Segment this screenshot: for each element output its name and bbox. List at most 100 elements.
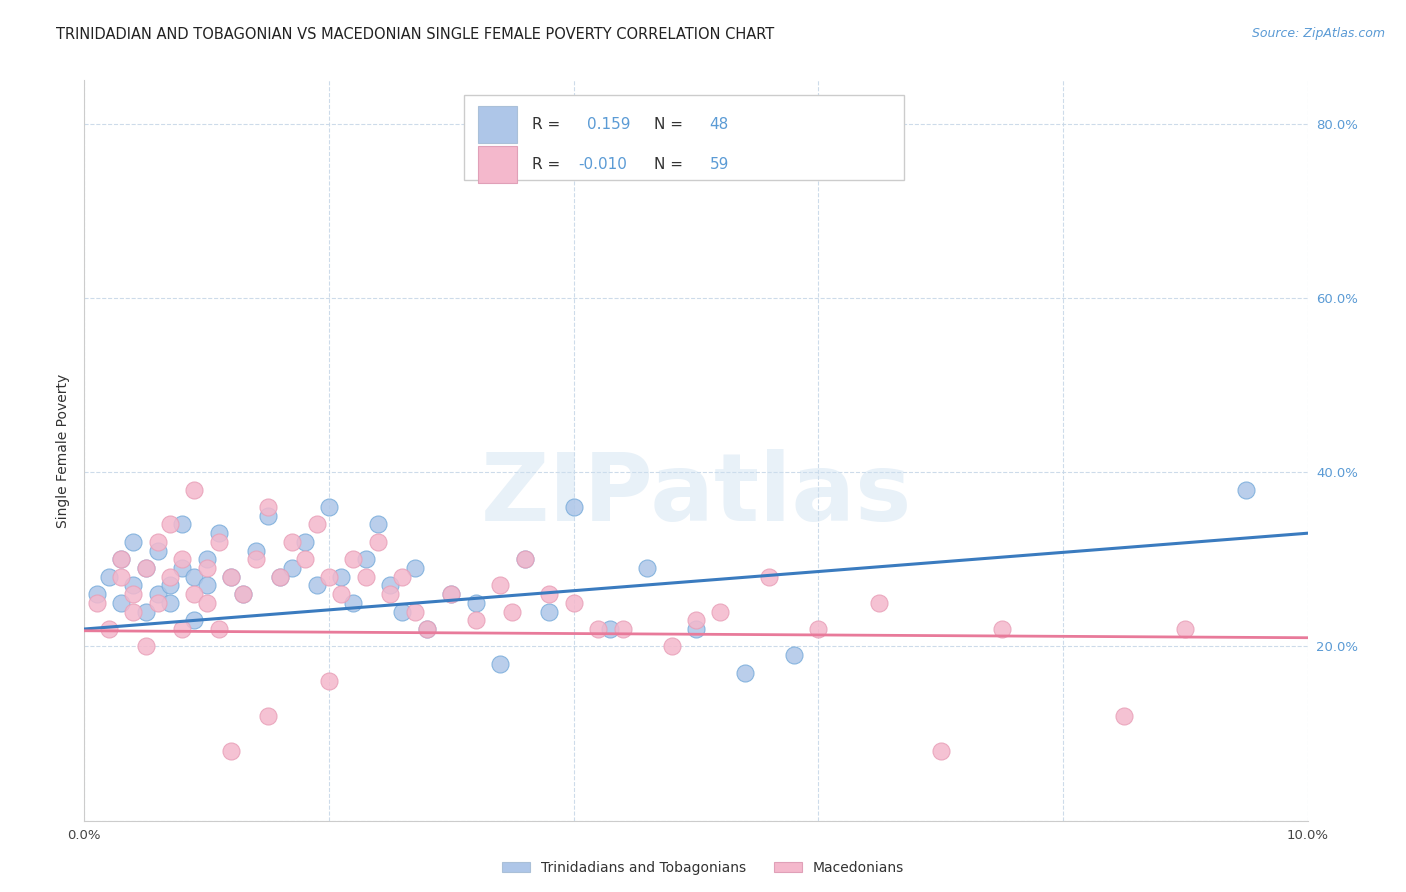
Point bbox=[367, 517, 389, 532]
Point bbox=[172, 561, 194, 575]
Point bbox=[391, 605, 413, 619]
Point bbox=[354, 552, 377, 566]
Point bbox=[513, 552, 536, 566]
Point bbox=[232, 587, 254, 601]
Point bbox=[502, 605, 524, 619]
Point bbox=[97, 570, 120, 584]
Point bbox=[208, 526, 231, 541]
Point bbox=[245, 552, 267, 566]
Point bbox=[208, 622, 231, 636]
Point bbox=[195, 552, 218, 566]
Point bbox=[208, 535, 231, 549]
Point bbox=[929, 744, 952, 758]
Point bbox=[586, 622, 609, 636]
Point bbox=[685, 622, 707, 636]
Point bbox=[380, 587, 402, 601]
Point bbox=[159, 578, 181, 592]
Text: R =: R = bbox=[531, 118, 565, 132]
Point bbox=[758, 570, 780, 584]
Point bbox=[183, 570, 205, 584]
Point bbox=[195, 561, 218, 575]
Point bbox=[294, 535, 316, 549]
Point bbox=[709, 605, 731, 619]
Point bbox=[269, 570, 291, 584]
Point bbox=[318, 674, 340, 689]
Point bbox=[342, 552, 364, 566]
Point bbox=[122, 587, 145, 601]
Y-axis label: Single Female Poverty: Single Female Poverty bbox=[56, 374, 70, 527]
Point bbox=[685, 613, 707, 627]
Point bbox=[110, 596, 132, 610]
Point bbox=[416, 622, 439, 636]
Point bbox=[661, 640, 683, 654]
Point bbox=[354, 570, 377, 584]
Point bbox=[135, 561, 157, 575]
Point bbox=[416, 622, 439, 636]
Point bbox=[183, 483, 205, 497]
Point bbox=[146, 587, 169, 601]
Point bbox=[86, 587, 108, 601]
Point bbox=[219, 570, 242, 584]
Text: -0.010: -0.010 bbox=[578, 157, 627, 172]
Point bbox=[440, 587, 463, 601]
Point bbox=[404, 605, 426, 619]
Text: 0.159: 0.159 bbox=[588, 118, 631, 132]
Point bbox=[1174, 622, 1197, 636]
Point bbox=[562, 500, 585, 514]
Point bbox=[183, 587, 205, 601]
Point bbox=[391, 570, 413, 584]
Point bbox=[135, 561, 157, 575]
Point bbox=[869, 596, 891, 610]
FancyBboxPatch shape bbox=[464, 95, 904, 180]
Point bbox=[97, 622, 120, 636]
Point bbox=[562, 596, 585, 610]
Point bbox=[122, 535, 145, 549]
Point bbox=[330, 570, 353, 584]
Point bbox=[440, 587, 463, 601]
Point bbox=[257, 500, 280, 514]
Point bbox=[489, 657, 512, 671]
Point bbox=[146, 596, 169, 610]
Point bbox=[807, 622, 830, 636]
Text: 48: 48 bbox=[710, 118, 728, 132]
Point bbox=[294, 552, 316, 566]
Point bbox=[183, 613, 205, 627]
Text: 59: 59 bbox=[710, 157, 728, 172]
Point bbox=[318, 500, 340, 514]
Point bbox=[489, 578, 512, 592]
Point bbox=[257, 709, 280, 723]
Point bbox=[612, 622, 634, 636]
Point bbox=[734, 665, 756, 680]
Point bbox=[110, 552, 132, 566]
Point bbox=[318, 570, 340, 584]
Legend: Trinidadians and Tobagonians, Macedonians: Trinidadians and Tobagonians, Macedonian… bbox=[496, 855, 910, 880]
Point bbox=[195, 596, 218, 610]
Point bbox=[783, 648, 806, 662]
Text: N =: N = bbox=[654, 157, 689, 172]
Point bbox=[538, 605, 561, 619]
Point bbox=[110, 570, 132, 584]
Point bbox=[599, 622, 621, 636]
Point bbox=[257, 508, 280, 523]
Point bbox=[172, 552, 194, 566]
Point bbox=[122, 578, 145, 592]
Point bbox=[86, 596, 108, 610]
Text: TRINIDADIAN AND TOBAGONIAN VS MACEDONIAN SINGLE FEMALE POVERTY CORRELATION CHART: TRINIDADIAN AND TOBAGONIAN VS MACEDONIAN… bbox=[56, 27, 775, 42]
Point bbox=[122, 605, 145, 619]
Point bbox=[330, 587, 353, 601]
Point bbox=[219, 570, 242, 584]
Point bbox=[110, 552, 132, 566]
Point bbox=[172, 517, 194, 532]
Point bbox=[195, 578, 218, 592]
Point bbox=[367, 535, 389, 549]
Point bbox=[342, 596, 364, 610]
Point bbox=[146, 535, 169, 549]
Point bbox=[269, 570, 291, 584]
Point bbox=[991, 622, 1014, 636]
Point bbox=[464, 613, 486, 627]
Point bbox=[404, 561, 426, 575]
Point bbox=[159, 570, 181, 584]
Point bbox=[172, 622, 194, 636]
Point bbox=[245, 543, 267, 558]
Point bbox=[305, 517, 328, 532]
